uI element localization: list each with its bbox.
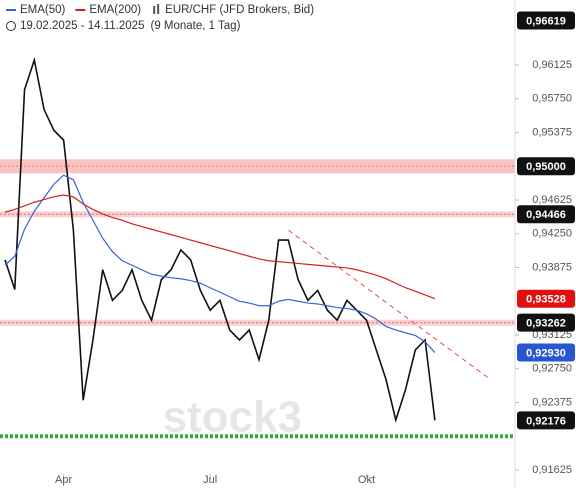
series-line <box>4 56 436 424</box>
price-label: 0,92176 <box>526 415 566 427</box>
duration: (9 Monate, 1 Tag) <box>150 20 240 32</box>
legend-label: EMA(50) <box>20 4 66 16</box>
y-tick-label: 0,95750 <box>532 93 572 105</box>
y-tick-label: 0,96125 <box>532 59 572 71</box>
x-tick-label: Jul <box>203 474 217 486</box>
y-tick-label: 0,95375 <box>532 126 572 138</box>
clock-icon <box>6 21 16 31</box>
y-tick-label: 0,93125 <box>532 329 572 341</box>
y-tick-label: 0,93875 <box>532 261 572 273</box>
price-label: 0,93262 <box>526 318 566 330</box>
bar-icon <box>153 6 156 14</box>
price-label-box <box>517 157 575 176</box>
series-line <box>4 194 436 300</box>
price-label-box <box>517 289 575 308</box>
series-line <box>4 174 436 353</box>
price-label: 0,94466 <box>526 209 566 221</box>
bar-icon <box>157 4 160 14</box>
x-tick-label: Apr <box>55 474 72 486</box>
y-tick-label: 0,91625 <box>532 464 572 476</box>
price-label-box <box>517 11 575 30</box>
period: 19.02.2025 - 14.11.2025 <box>20 20 144 32</box>
price-label: 0,96619 <box>526 15 566 27</box>
legend-label: EMA(200) <box>89 4 141 16</box>
instrument: EUR/CHF (JFD Brokers, Bid) <box>165 4 314 16</box>
header-bg <box>0 0 330 34</box>
price-label-box <box>517 313 575 332</box>
price-label: 0,93528 <box>526 294 566 306</box>
price-label-box <box>517 411 575 430</box>
price-label-box <box>517 205 575 224</box>
y-tick-label: 0,92750 <box>532 363 572 375</box>
x-tick-label: Okt <box>358 474 375 486</box>
watermark: stock3 <box>163 393 302 442</box>
y-tick-label: 0,94250 <box>532 228 572 240</box>
price-label-box <box>517 343 575 362</box>
trend-line <box>288 229 491 380</box>
y-tick-label: 0,92375 <box>532 396 572 408</box>
y-tick-label: 0,94625 <box>532 194 572 206</box>
price-label: 0,95000 <box>526 161 566 173</box>
price-label: 0,92930 <box>526 347 566 359</box>
